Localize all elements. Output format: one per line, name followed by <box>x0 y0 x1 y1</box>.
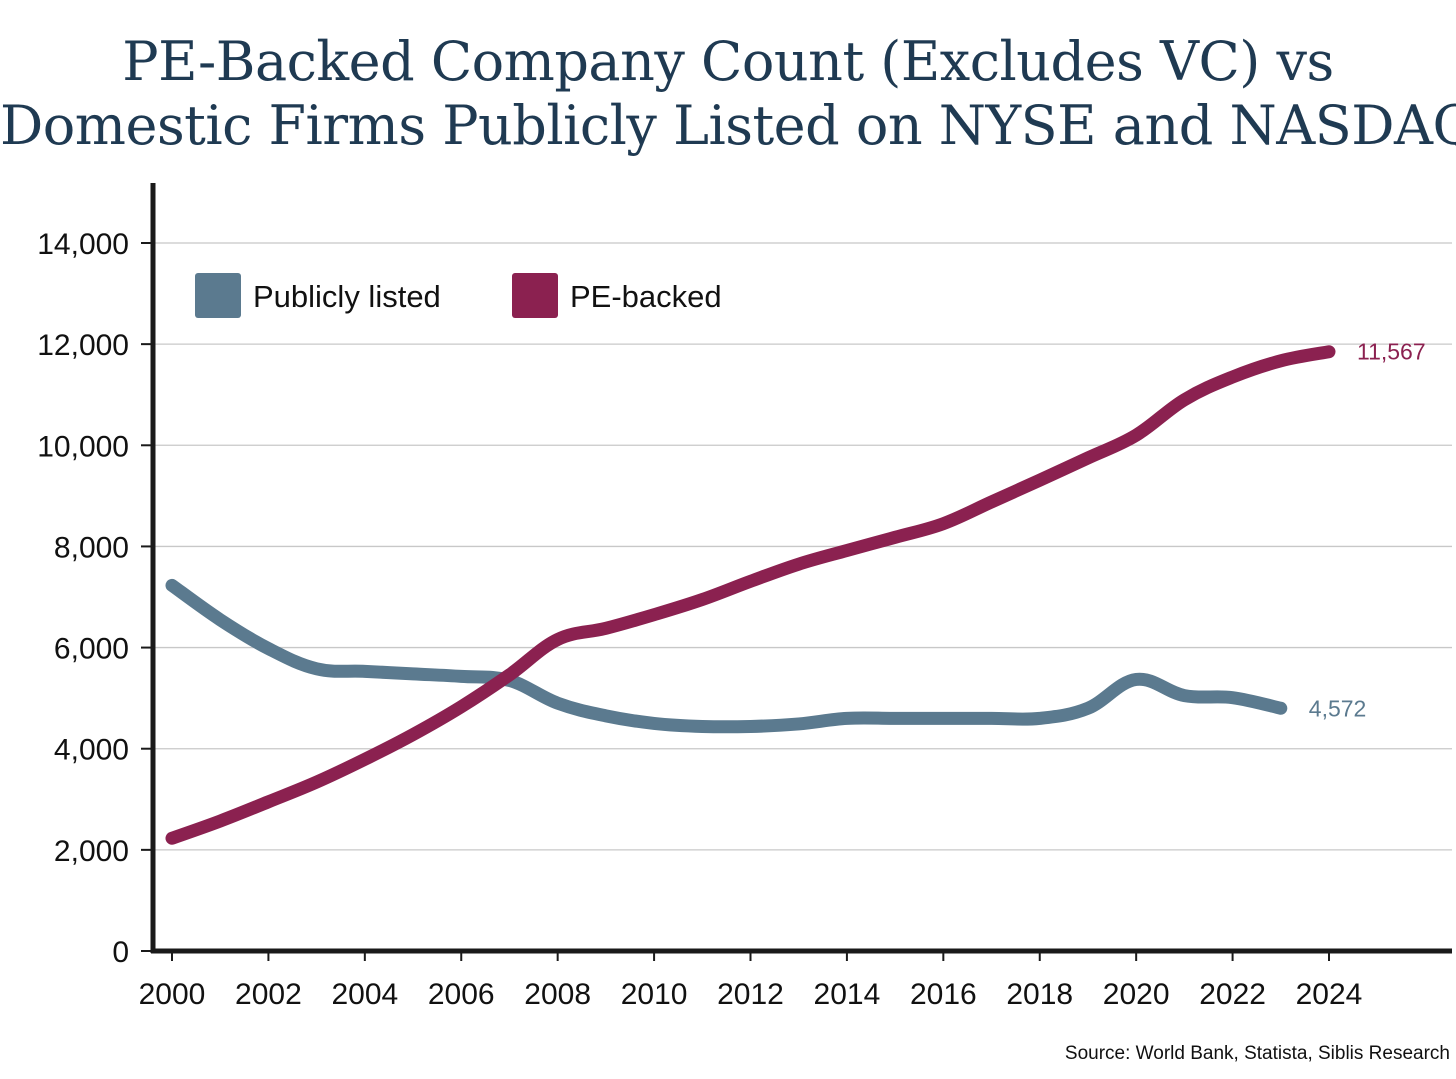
y-tick-label: 12,000 <box>37 329 129 362</box>
x-tick-label: 2000 <box>139 978 206 1011</box>
end-labels: 4,572 11,567 <box>1309 339 1426 722</box>
source-note: Source: World Bank, Statista, Siblis Res… <box>1065 1043 1450 1064</box>
y-tick-label: 2,000 <box>54 835 129 868</box>
chart-title-line-1: PE-Backed Company Count (Excludes VC) vs <box>122 30 1334 93</box>
y-tick-label: 8,000 <box>54 531 129 564</box>
x-tick-label: 2024 <box>1296 978 1363 1011</box>
x-tick-label: 2022 <box>1199 978 1266 1011</box>
x-tick-label: 2016 <box>910 978 977 1011</box>
series-lines <box>165 345 1336 845</box>
x-axis-ticks: 2000 2002 2004 2006 2008 2010 2012 2014 2016 2018… <box>139 951 1363 1011</box>
x-tick-label: 2002 <box>235 978 302 1011</box>
y-tick-label: 14,000 <box>37 228 129 261</box>
x-tick-label: 2012 <box>717 978 784 1011</box>
publicly-listed-line <box>165 578 1288 734</box>
x-tick-label: 2004 <box>331 978 398 1011</box>
x-tick-label: 2010 <box>621 978 688 1011</box>
y-tick-label: 6,000 <box>54 633 129 666</box>
x-tick-label: 2014 <box>814 978 881 1011</box>
y-tick-label: 0 <box>112 936 129 969</box>
y-axis-ticks: 0 2,000 4,000 6,000 8,000 10,000 12,000 14,000 <box>37 228 153 969</box>
y-tick-label: 10,000 <box>37 430 129 463</box>
pe-backed-end-label: 11,567 <box>1357 339 1426 365</box>
legend-label: Publicly listed <box>253 279 441 314</box>
publicly-listed-end-label: 4,572 <box>1309 695 1367 721</box>
axes <box>150 183 1452 954</box>
x-tick-label: 2008 <box>524 978 591 1011</box>
legend-swatch <box>512 273 558 318</box>
legend-swatch <box>195 273 241 318</box>
x-tick-label: 2018 <box>1006 978 1073 1011</box>
pe-backed-line <box>165 345 1336 845</box>
x-tick-label: 2020 <box>1103 978 1170 1011</box>
legend-label: PE-backed <box>570 279 722 314</box>
legend: Publicly listed PE-backed <box>195 273 722 318</box>
gridlines <box>153 242 1452 851</box>
chart-title-line-2: Domestic Firms Publicly Listed on NYSE a… <box>0 94 1456 157</box>
y-tick-label: 4,000 <box>54 734 129 767</box>
x-tick-label: 2006 <box>428 978 495 1011</box>
chart-title: PE-Backed Company Count (Excludes VC) vs… <box>0 30 1456 158</box>
